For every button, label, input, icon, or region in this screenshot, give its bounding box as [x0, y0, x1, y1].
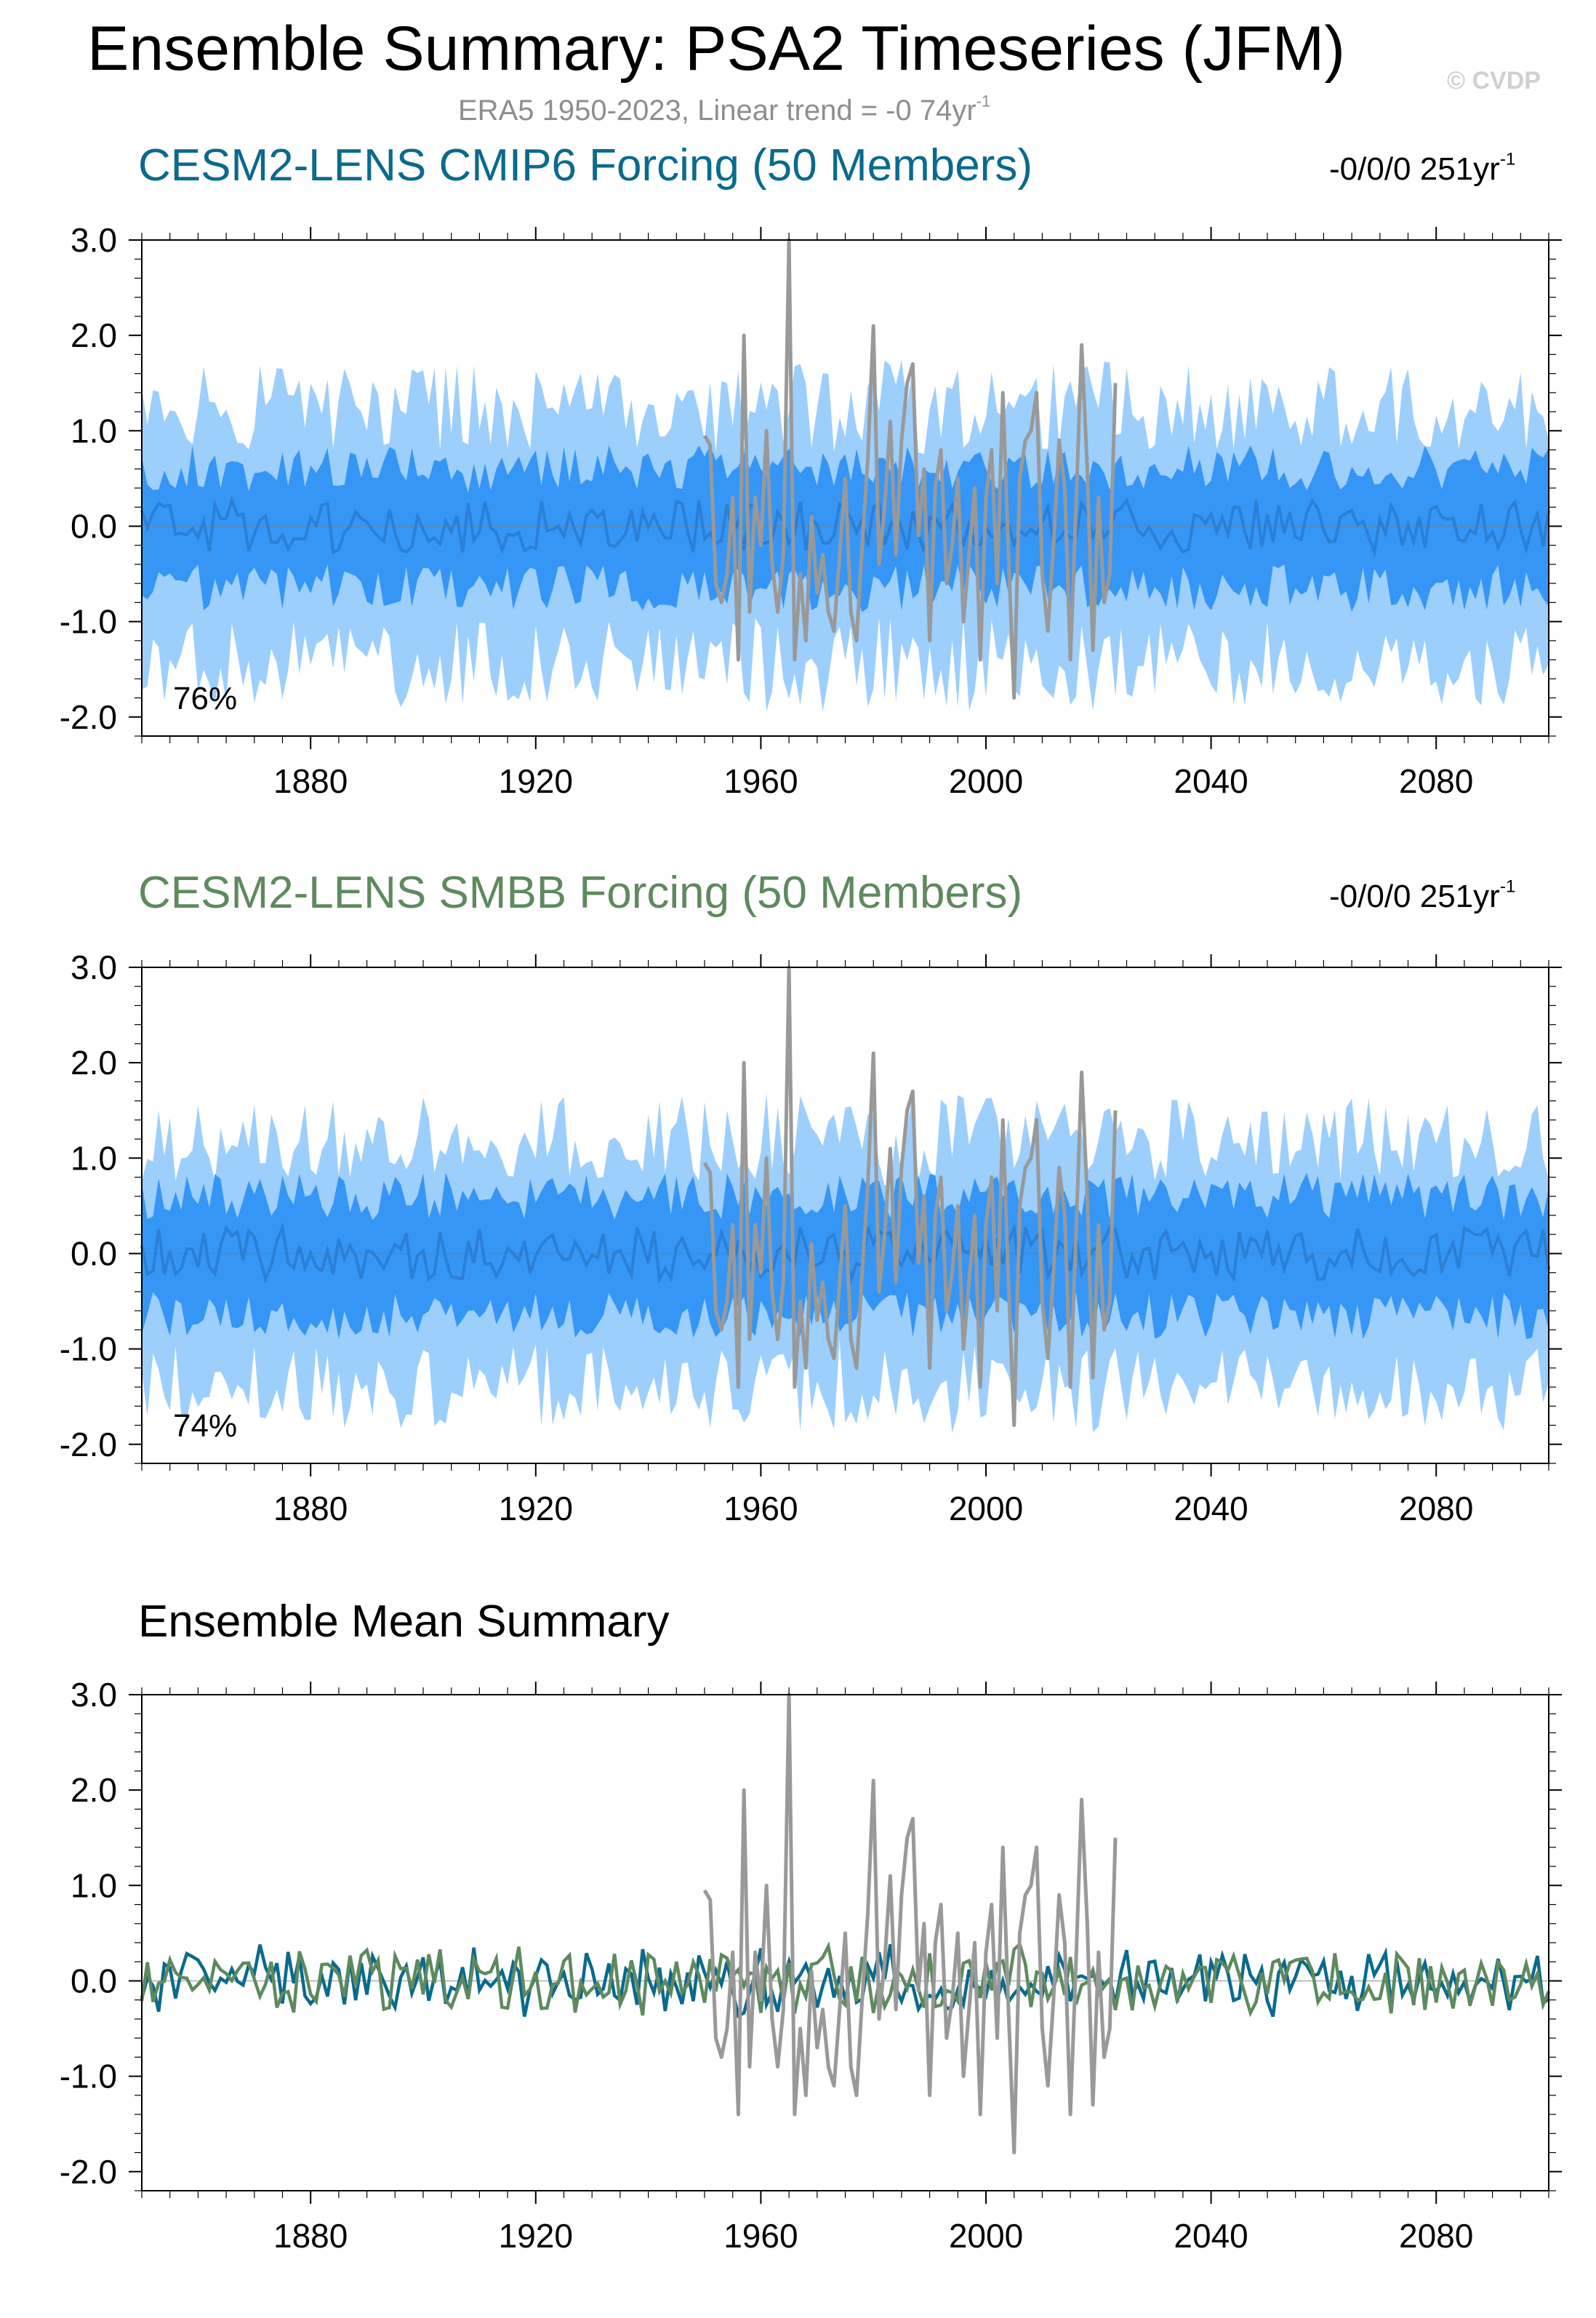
panel-1-title: CESM2-LENS CMIP6 Forcing (50 Members): [138, 140, 1032, 191]
panel-2-trend-text: -0/0/0 251yr: [1329, 879, 1500, 914]
panel-1-trend-text: -0/0/0 251yr: [1329, 151, 1500, 187]
era5-observation-line: [702, 238, 1118, 700]
y-tick-label: 3.0: [71, 221, 117, 259]
x-tick-label: 1920: [499, 762, 573, 800]
x-tick-label: 1920: [499, 2217, 573, 2255]
figure-subtitle: ERA5 1950-2023, Linear trend = -0 74yr-1: [458, 92, 991, 127]
y-tick-label: 2.0: [71, 1044, 117, 1082]
figure-title: Ensemble Summary: PSA2 Timeseries (JFM): [87, 14, 1345, 84]
subtitle-exponent: -1: [976, 92, 991, 111]
y-tick-label: 0.0: [71, 507, 117, 545]
y-tick-label: -1.0: [60, 1330, 117, 1368]
cvdp-watermark: © CVDP: [1447, 67, 1541, 95]
y-tick-label: -2.0: [60, 2153, 117, 2191]
y-tick-label: 2.0: [71, 1771, 117, 1809]
panel-2-trend: -0/0/0 251yr-1: [1329, 876, 1516, 915]
x-tick-label: 1920: [499, 1490, 573, 1527]
ensemble-mean-line: [140, 1222, 1550, 1285]
y-tick-label: 1.0: [71, 1866, 117, 1904]
y-tick-label: 0.0: [71, 1962, 117, 1999]
panel-1-trend: -0/0/0 251yr-1: [1329, 151, 1515, 188]
x-tick-label: 2080: [1399, 2217, 1473, 2255]
x-tick-label: 2000: [949, 2217, 1023, 2255]
x-tick-label: 1960: [723, 1490, 798, 1527]
inner-range-band: [142, 445, 1549, 612]
y-tick-label: 1.0: [71, 1139, 117, 1177]
panel-2-chart: 3.0 2.0 1.0 0.0 -1.0 -2.0 1880 1920 1960 2000 2040…: [60, 948, 1562, 1527]
x-tick-label: 1880: [273, 1490, 348, 1527]
y-tick-label: 3.0: [71, 948, 117, 986]
x-tick-label: 2040: [1174, 1490, 1248, 1527]
subtitle-text: ERA5 1950-2023, Linear trend = -0 74yr: [458, 95, 977, 127]
y-tick-label: 3.0: [71, 1676, 117, 1714]
panel-2-trend-exponent: -1: [1499, 876, 1516, 897]
x-tick-label: 2040: [1174, 762, 1248, 800]
x-tick-label: 2040: [1174, 2217, 1248, 2255]
x-tick-label: 2080: [1399, 1490, 1473, 1527]
x-tick-label: 1960: [723, 762, 798, 800]
era5-observation-line: [702, 1692, 1118, 2155]
x-tick-label: 2080: [1399, 762, 1473, 800]
era5-observation-line: [702, 965, 1118, 1428]
panel-1-chart: 3.0 2.0 1.0 0.0 -1.0 -2.0 1880 1920 1960 2000 2040…: [60, 221, 1562, 800]
x-tick-label: 2000: [949, 762, 1023, 800]
y-tick-label: 2.0: [71, 316, 117, 354]
panel-1-percent: 76%: [173, 681, 238, 716]
panel-1-trend-exponent: -1: [1499, 149, 1516, 169]
y-tick-label: -1.0: [60, 603, 117, 641]
x-tick-label: 1960: [723, 2217, 798, 2255]
x-tick-label: 2000: [949, 1490, 1023, 1527]
panel-2-percent: 74%: [173, 1408, 238, 1444]
y-tick-label: -1.0: [60, 2058, 117, 2095]
y-tick-label: -2.0: [60, 1426, 117, 1463]
y-tick-label: 1.0: [71, 412, 117, 449]
x-tick-label: 1880: [273, 762, 348, 800]
y-tick-label: -2.0: [60, 698, 117, 736]
panel-2-title: CESM2-LENS SMBB Forcing (50 Members): [138, 868, 1023, 918]
panel-3-chart: 3.0 2.0 1.0 0.0 -1.0 -2.0 1880 1920 1960 2000 2040…: [60, 1676, 1562, 2255]
x-tick-label: 1880: [273, 2217, 348, 2255]
panel-3-title: Ensemble Mean Summary: [138, 1596, 670, 1647]
y-tick-label: 0.0: [71, 1234, 117, 1272]
smbb-ensemble-mean-line: [140, 1941, 1551, 2018]
